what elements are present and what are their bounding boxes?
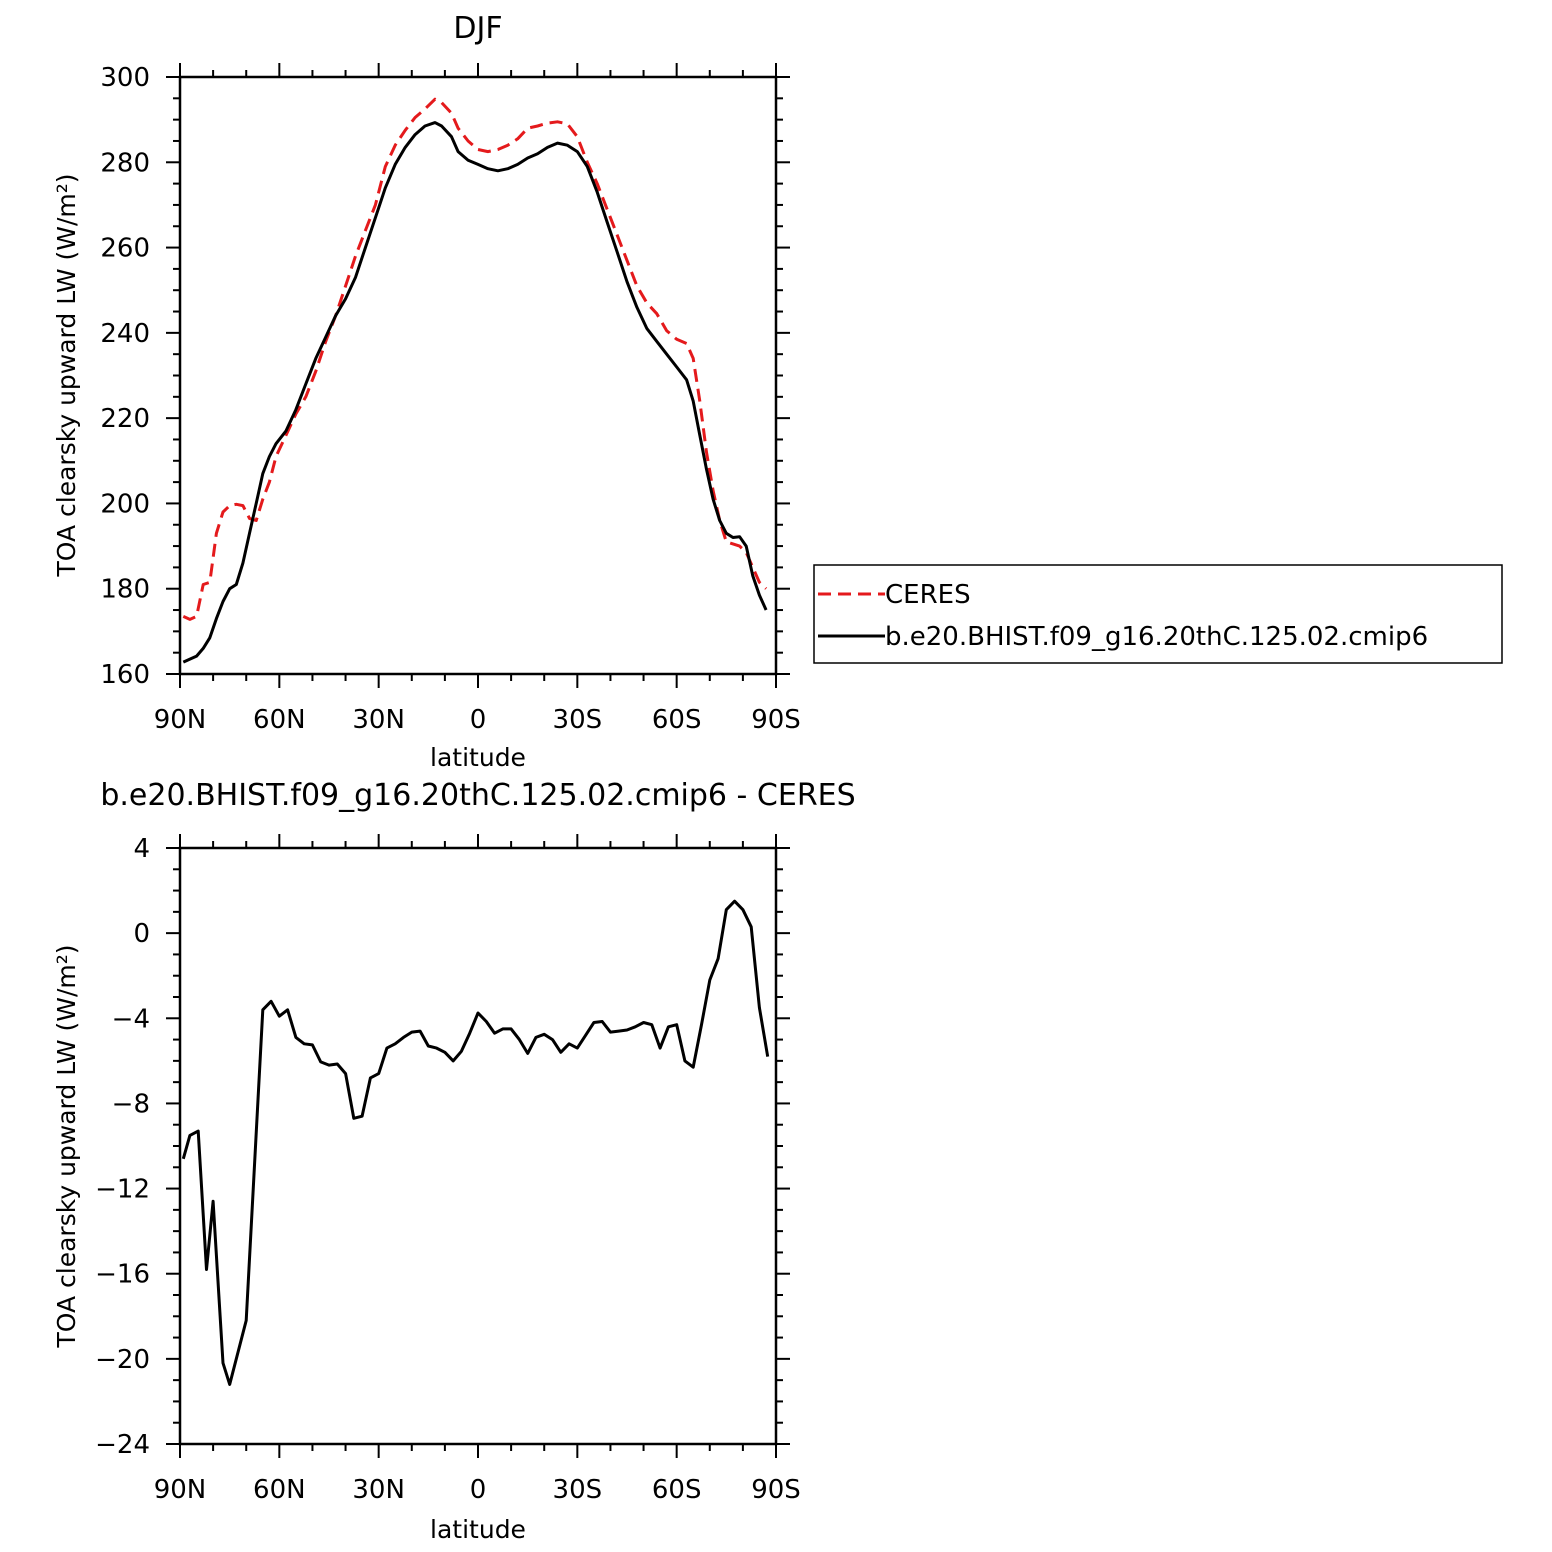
- y-tick-label: 280: [100, 148, 150, 178]
- y-tick-label: 220: [100, 404, 150, 434]
- legend-label-ceres: CERES: [885, 580, 971, 610]
- y-tick-label: 260: [100, 234, 150, 264]
- y-tick-label: 300: [100, 63, 150, 93]
- plot-frame: [178, 846, 778, 1446]
- panel-title: DJF: [453, 11, 502, 46]
- series-line-1-0: [181, 899, 770, 1386]
- y-tick-label: −24: [95, 1430, 150, 1460]
- panel-title-difference: b.e20.BHIST.f09_g16.20thC.125.02.cmip6 -…: [100, 778, 855, 813]
- y-tick-label: −12: [95, 1175, 150, 1205]
- x-tick-label: 60N: [253, 705, 306, 735]
- x-tick-label: 30N: [352, 1475, 405, 1505]
- x-tick-label: 90S: [751, 705, 801, 735]
- ticks: 90N 60N 30N 0 30S 60S 90S −24 −20 −16 −12 −8 −4 0 4: [95, 834, 801, 1505]
- series-line-0-0: [182, 97, 768, 621]
- panel-zonal-mean: DJF 90N 60N 30N 0 30S 60S 90S 160 180 200 220 240 26…: [52, 11, 1503, 772]
- x-axis-title: latitude: [430, 1515, 526, 1544]
- y-tick-label: 180: [100, 575, 150, 605]
- series-line-0-1: [182, 121, 768, 664]
- y-tick-label: 240: [100, 319, 150, 349]
- y-tick-label: −4: [112, 1004, 150, 1034]
- legend-label-model: b.e20.BHIST.f09_g16.20thC.125.02.cmip6: [885, 622, 1428, 652]
- y-axis-title: TOA clearsky upward LW (W/m²): [52, 173, 81, 577]
- legend: CERES b.e20.BHIST.f09_g16.20thC.125.02.c…: [813, 564, 1503, 664]
- x-tick-label: 30S: [553, 1475, 603, 1505]
- y-tick-label: 160: [100, 660, 150, 690]
- x-tick-label: 90N: [154, 1475, 207, 1505]
- x-tick-label: 90N: [154, 705, 207, 735]
- y-axis-title: TOA clearsky upward LW (W/m²): [52, 944, 81, 1348]
- x-tick-label: 90S: [751, 1475, 801, 1505]
- y-tick-label: 4: [133, 834, 150, 864]
- series-group: [181, 899, 770, 1386]
- legend-frame: [813, 564, 1503, 664]
- panel-difference: b.e20.BHIST.f09_g16.20thC.125.02.cmip6 -…: [52, 778, 856, 1544]
- x-axis-title: latitude: [430, 743, 526, 772]
- x-tick-label: 60S: [652, 1475, 702, 1505]
- x-tick-label: 30N: [352, 705, 405, 735]
- plot-frame: [178, 75, 778, 676]
- y-tick-label: −16: [95, 1260, 150, 1290]
- x-tick-label: 60S: [652, 705, 702, 735]
- y-tick-label: −8: [112, 1089, 150, 1119]
- y-tick-label: 0: [133, 919, 150, 949]
- y-tick-label: −20: [95, 1345, 150, 1375]
- x-tick-label: 30S: [553, 705, 603, 735]
- x-tick-label: 0: [470, 705, 487, 735]
- y-tick-label: 200: [100, 489, 150, 519]
- ticks: 90N 60N 30N 0 30S 60S 90S 160 180 200 220 240 260 280…: [100, 63, 801, 735]
- x-tick-label: 0: [470, 1475, 487, 1505]
- x-tick-label: 60N: [253, 1475, 306, 1505]
- series-group: [182, 97, 768, 664]
